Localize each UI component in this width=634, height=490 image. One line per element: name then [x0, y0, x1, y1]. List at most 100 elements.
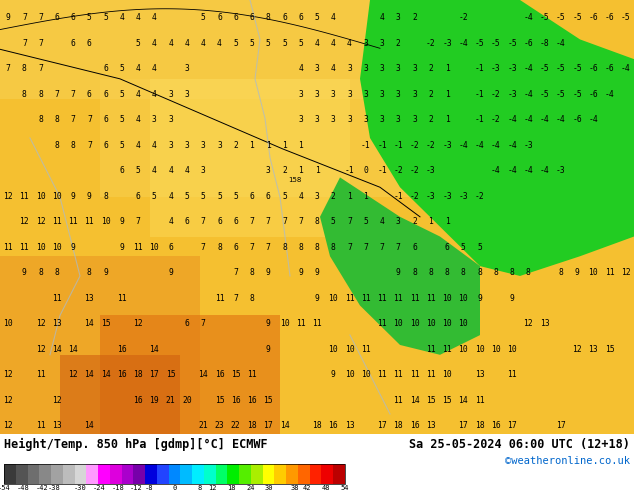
Text: 8: 8 — [55, 115, 60, 124]
Text: -6: -6 — [573, 115, 582, 124]
Text: 10: 10 — [36, 243, 46, 252]
Text: 6: 6 — [168, 243, 173, 252]
Text: 38: 38 — [290, 485, 299, 490]
Text: 9: 9 — [71, 243, 75, 252]
Text: -5: -5 — [556, 13, 566, 23]
Text: 6: 6 — [250, 192, 254, 201]
Text: 3: 3 — [184, 141, 190, 150]
Text: 3: 3 — [347, 90, 352, 99]
Text: -1: -1 — [394, 141, 403, 150]
Text: 15: 15 — [166, 370, 176, 379]
Text: -5: -5 — [540, 64, 550, 74]
Text: 11: 11 — [3, 243, 13, 252]
Bar — [4, 464, 345, 484]
Text: 3: 3 — [299, 115, 303, 124]
Text: 13: 13 — [588, 345, 598, 354]
Text: Sa 25-05-2024 06:00 UTC (12+18): Sa 25-05-2024 06:00 UTC (12+18) — [409, 438, 630, 451]
Bar — [321, 464, 333, 484]
Text: 7: 7 — [363, 243, 368, 252]
Text: 16: 16 — [410, 421, 420, 431]
Text: 6: 6 — [87, 39, 92, 48]
Text: -4: -4 — [507, 115, 517, 124]
Text: -5: -5 — [540, 13, 550, 23]
Text: 7: 7 — [250, 243, 254, 252]
Text: 4: 4 — [380, 218, 384, 226]
Text: 21: 21 — [166, 396, 176, 405]
Text: 10: 10 — [491, 345, 501, 354]
Text: 14: 14 — [84, 319, 94, 328]
Text: -4: -4 — [458, 39, 468, 48]
Text: -4: -4 — [507, 167, 517, 175]
Text: -1: -1 — [377, 141, 387, 150]
Text: 3: 3 — [331, 90, 335, 99]
Polygon shape — [360, 0, 634, 276]
Text: 3: 3 — [331, 115, 335, 124]
Text: -2: -2 — [426, 39, 436, 48]
Text: 17: 17 — [507, 421, 517, 431]
Text: 6: 6 — [103, 141, 108, 150]
Bar — [39, 464, 51, 484]
Text: 19: 19 — [150, 396, 159, 405]
Text: 12: 12 — [208, 485, 217, 490]
Text: 8: 8 — [22, 64, 27, 74]
Text: -4: -4 — [524, 115, 533, 124]
Text: -38: -38 — [48, 485, 61, 490]
Text: -5: -5 — [475, 39, 484, 48]
Text: 4: 4 — [380, 13, 384, 23]
Text: 9: 9 — [266, 269, 271, 277]
Text: 8: 8 — [55, 269, 60, 277]
Text: 10: 10 — [458, 319, 468, 328]
Text: -12: -12 — [130, 485, 143, 490]
Text: 1: 1 — [347, 192, 352, 201]
Text: -2: -2 — [394, 167, 403, 175]
Text: 5: 5 — [299, 39, 303, 48]
Text: 9: 9 — [168, 269, 173, 277]
Text: 17: 17 — [458, 421, 468, 431]
Text: 16: 16 — [117, 345, 127, 354]
Bar — [98, 464, 110, 484]
Text: 6: 6 — [55, 13, 60, 23]
Text: 6: 6 — [412, 243, 417, 252]
Text: -24: -24 — [93, 485, 105, 490]
Text: 9: 9 — [103, 269, 108, 277]
Text: 12: 12 — [573, 345, 582, 354]
Text: -6: -6 — [588, 90, 598, 99]
Bar — [204, 464, 216, 484]
Text: 14: 14 — [198, 370, 208, 379]
Text: 5: 5 — [331, 218, 335, 226]
Text: -1: -1 — [345, 167, 354, 175]
Text: 9: 9 — [574, 269, 579, 277]
Text: 3: 3 — [168, 141, 173, 150]
Text: 7: 7 — [55, 90, 60, 99]
Text: 8: 8 — [38, 269, 43, 277]
Bar — [169, 464, 181, 484]
Text: 8: 8 — [429, 269, 433, 277]
Text: 8: 8 — [55, 141, 60, 150]
Text: -4: -4 — [475, 141, 484, 150]
Text: -1: -1 — [361, 141, 371, 150]
Text: 14: 14 — [150, 345, 159, 354]
Text: 1: 1 — [444, 64, 450, 74]
Text: 2: 2 — [429, 90, 433, 99]
Text: 13: 13 — [52, 421, 61, 431]
Text: 5: 5 — [217, 192, 222, 201]
Text: 9: 9 — [314, 269, 320, 277]
Bar — [251, 464, 262, 484]
Text: 6: 6 — [233, 243, 238, 252]
Text: 9: 9 — [510, 294, 515, 303]
Text: 5: 5 — [461, 243, 466, 252]
Text: 3: 3 — [168, 115, 173, 124]
Text: 7: 7 — [299, 218, 303, 226]
Text: 11: 11 — [20, 243, 29, 252]
Bar — [333, 464, 345, 484]
Text: 6: 6 — [71, 39, 75, 48]
Text: 15: 15 — [605, 345, 614, 354]
Text: -4: -4 — [524, 90, 533, 99]
Text: 7: 7 — [347, 243, 352, 252]
Text: 11: 11 — [442, 345, 452, 354]
Text: 8: 8 — [38, 115, 43, 124]
Text: 6: 6 — [103, 64, 108, 74]
Text: 3: 3 — [299, 90, 303, 99]
Text: 3: 3 — [168, 90, 173, 99]
Text: 0: 0 — [363, 167, 368, 175]
